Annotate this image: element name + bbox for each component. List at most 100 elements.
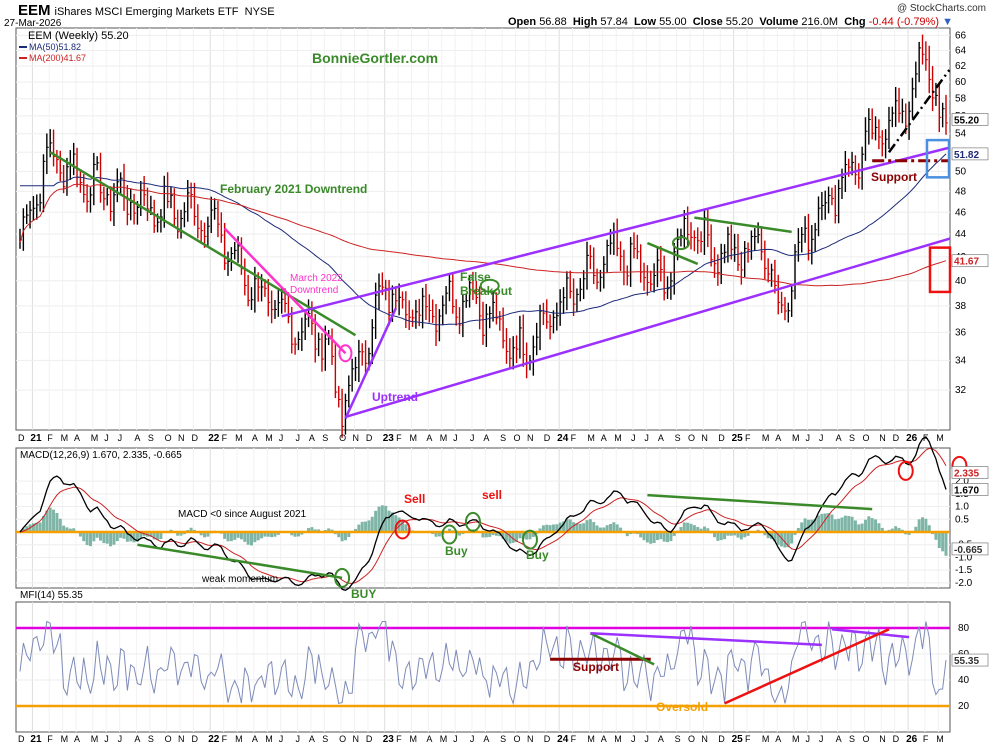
y-tick-label: 48: [955, 186, 967, 197]
macd-histogram-bar: [92, 532, 96, 542]
macd-histogram-bar: [139, 532, 143, 538]
macd-histogram-bar: [52, 509, 56, 532]
y-tick-label: -2.0: [955, 578, 973, 589]
x-tick-label: S: [148, 433, 154, 443]
x-tick-label: F: [222, 734, 228, 744]
x-tick-label: J: [644, 433, 649, 443]
macd-histogram-bar: [538, 528, 542, 532]
x-tick-label: F: [222, 433, 228, 443]
x-tick-label: J: [470, 734, 475, 744]
macd-histogram-bar: [488, 532, 492, 537]
macd-histogram-bar: [135, 532, 139, 542]
macd-histogram-bar: [877, 523, 881, 532]
macd-histogram-bar: [934, 532, 938, 540]
signal-last-tag: 2.335: [954, 469, 979, 480]
x-tick-label: O: [339, 734, 346, 744]
macd-histogram-bar: [296, 532, 300, 537]
x-tick-label: S: [675, 433, 681, 443]
x-tick-label: N: [879, 433, 886, 443]
macd-histogram-bar: [434, 532, 438, 537]
macd-histogram-bar: [921, 517, 925, 532]
macd-histogram-bar: [122, 532, 126, 539]
macd-histogram-bar: [578, 523, 582, 532]
x-tick-label: O: [688, 734, 695, 744]
macd-histogram-bar: [699, 528, 703, 532]
x-tick-label: A: [74, 734, 80, 744]
y-tick-label: 38: [955, 301, 967, 312]
macd-histogram-bar: [481, 532, 485, 538]
annotation-text: weak momentum: [201, 574, 278, 585]
channel-lower-line: [345, 237, 951, 419]
macd-histogram-bar: [149, 532, 153, 537]
y-tick-label: 2.0: [955, 476, 969, 487]
x-tick-label: M: [614, 433, 622, 443]
macd-histogram-bar: [390, 512, 394, 532]
macd-histogram-bar: [706, 528, 710, 532]
macd-histogram-bar: [555, 524, 559, 532]
macd-histogram-bar: [484, 532, 488, 538]
macd-histogram-bar: [813, 518, 817, 532]
annotation-text: False: [460, 270, 491, 284]
macd-last-tag-box: [951, 483, 989, 496]
macd-histogram-bar: [179, 532, 183, 536]
macd-histogram-bar: [692, 525, 696, 532]
x-tick-label: 22: [208, 433, 220, 444]
x-tick-label: M: [587, 734, 595, 744]
x-tick-label: A: [836, 734, 842, 744]
macd-circle-marker: [334, 567, 351, 588]
y-tick-label: 62: [955, 61, 967, 72]
x-tick-label: F: [571, 734, 577, 744]
macd-histogram-bar: [689, 523, 693, 532]
macd-histogram-bar: [595, 525, 599, 532]
y-tick-label: 50: [955, 166, 967, 177]
x-tick-label: S: [500, 433, 506, 443]
macd-histogram-bar: [568, 519, 572, 532]
macd-histogram-bar: [203, 532, 207, 538]
macd-histogram-bar: [367, 520, 371, 532]
macd-histogram-bar: [897, 528, 901, 532]
x-tick-label: M: [792, 433, 800, 443]
x-tick-label: M: [614, 734, 622, 744]
macd-histogram-bar: [598, 527, 602, 532]
x-tick-label: M: [936, 734, 944, 744]
macd-histogram-bar: [870, 518, 874, 532]
macd-histogram-bar: [159, 532, 163, 540]
x-tick-label: F: [923, 734, 929, 744]
macd-histogram-bar: [250, 532, 253, 546]
x-tick-label: 22: [208, 734, 220, 744]
x-tick-label: D: [544, 734, 551, 744]
x-tick-label: F: [47, 433, 53, 443]
x-tick-label: D: [544, 433, 551, 443]
x-tick-label: O: [688, 433, 695, 443]
x-tick-label: D: [366, 734, 373, 744]
macd-histogram-bar: [55, 512, 59, 532]
channel-upper-line: [281, 146, 951, 318]
mfi-uptrend-line: [724, 628, 890, 705]
x-tick-label: J: [644, 734, 649, 744]
mfi-last-tag: 55.35: [954, 656, 979, 667]
signal-last-tag-box: [951, 466, 989, 479]
macd-histogram-bar: [605, 525, 609, 532]
macd-histogram-bar: [739, 532, 743, 540]
circle-marker: [338, 344, 353, 363]
x-tick-label: J: [805, 734, 810, 744]
x-tick-label: O: [862, 433, 869, 443]
macd-histogram-bar: [364, 521, 368, 532]
chart-title: EEM iShares MSCI Emerging Markets ETF NYS…: [18, 2, 275, 19]
macd-histogram-bar: [615, 524, 619, 532]
macd-histogram-bar: [655, 532, 659, 541]
macd-histogram-bar: [837, 518, 841, 532]
macd-histogram-bar: [575, 523, 579, 532]
macd-histogram-bar: [397, 517, 401, 532]
macd-histogram-bar: [357, 524, 361, 532]
ohlc-readout: Open 56.88 High 57.84 Low 55.00 Close 55…: [508, 16, 953, 28]
macd-histogram-bar: [236, 532, 240, 538]
macd-histogram-bar: [95, 532, 99, 538]
x-tick-label: F: [47, 734, 53, 744]
mfi-panel-title: MFI(14) 55.35: [20, 590, 83, 601]
macd-histogram-bar: [773, 532, 777, 542]
macd-histogram-bar: [713, 532, 716, 538]
macd-histogram-bar: [541, 525, 545, 532]
macd-histogram-bar: [199, 532, 203, 536]
macd-histogram-bar: [105, 532, 109, 544]
